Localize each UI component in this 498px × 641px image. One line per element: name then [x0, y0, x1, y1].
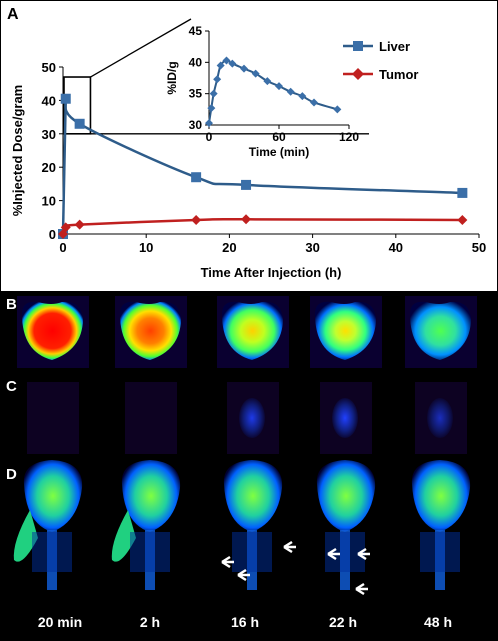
main-x-tick-label-5: 50	[472, 240, 486, 255]
inset-point-7	[240, 64, 248, 73]
zoom-box	[63, 76, 92, 135]
inset-y-tick-label-2: 40	[189, 55, 203, 69]
inset-point-0	[205, 119, 213, 128]
arrow-icon-4	[357, 547, 370, 561]
arrow-icon-2	[283, 540, 296, 554]
arrow-icon-0	[221, 555, 234, 569]
liver-point-1	[60, 93, 71, 104]
tumor-signal-4	[427, 398, 453, 438]
panel-c-letter: C	[6, 378, 17, 395]
main-y-axis-title: %Injected Dose/gram	[10, 85, 25, 217]
arrow-icon-3	[327, 547, 340, 561]
inset-point-10	[275, 82, 283, 91]
main-x-tick-label-2: 20	[222, 240, 236, 255]
inset-y-tick-label-0: 30	[189, 118, 203, 132]
liver-slice-3	[315, 301, 376, 360]
tumor-point-4	[241, 214, 252, 225]
liver-slice-2	[222, 301, 283, 360]
inset-point-13	[310, 98, 318, 107]
imaging-svg	[13, 296, 477, 596]
inset-point-14	[333, 105, 342, 114]
inset-point-9	[263, 77, 272, 86]
tumor-signal-3	[332, 398, 358, 438]
inset-point-2	[209, 89, 218, 98]
timepoint-label-4: 48 h	[423, 614, 452, 630]
inset-x-tick-label-0: 0	[206, 130, 213, 144]
inset-y-tick-label-3: 45	[189, 24, 203, 38]
body-projection-3	[316, 460, 376, 590]
panel-d-letter: D	[6, 466, 17, 483]
timepoint-label-3: 22 h	[328, 614, 357, 630]
panel-a: A 0 10 20 30 40 50 0 10 20 30 40 50 Time After Inject…	[0, 0, 498, 292]
arrow-icon-1	[237, 568, 250, 582]
liver-slice-0	[22, 301, 83, 360]
inset-point-11	[286, 87, 295, 96]
inset-x-axis-title: Time (min)	[249, 145, 309, 159]
inset-point-8	[251, 69, 260, 78]
inset-x-tick-label-2: 120	[339, 130, 359, 144]
timepoint-label-1: 2 h	[139, 614, 161, 630]
liver-point-3	[191, 172, 202, 183]
inset-liver-line	[208, 59, 338, 124]
legend-label-0: Liver	[379, 39, 410, 54]
tumor-point-3	[191, 214, 202, 225]
zoom-connector-top	[90, 18, 192, 78]
liver-series-rise	[61, 98, 67, 235]
inset-point-5	[222, 56, 231, 65]
panel-b-letter: B	[6, 296, 17, 313]
main-y-tick-label-0: 0	[49, 227, 56, 242]
main-x-tick-label-1: 10	[139, 240, 153, 255]
inset-y-tick-label-1: 35	[189, 87, 203, 101]
tumor-series-line	[61, 218, 463, 235]
legend-marker-0	[353, 41, 363, 51]
inset-point-4	[216, 61, 225, 70]
inset-point-12	[298, 92, 307, 101]
imaging-panels: B C D 20 min 2 h 16 h 22 h 48 h	[0, 292, 498, 641]
main-x-tick-label-3: 30	[305, 240, 319, 255]
legend-label-1: Tumor	[379, 67, 418, 82]
body-projection-0	[13, 460, 83, 590]
legend-marker-1	[352, 68, 364, 80]
tumor-signal-2	[239, 398, 265, 438]
timepoint-label-0: 20 min	[37, 614, 83, 630]
timepoint-label-2: 16 h	[230, 614, 259, 630]
inset-point-1	[207, 104, 216, 113]
tumor-bg-0	[27, 382, 79, 454]
biodistribution-chart: A 0 10 20 30 40 50 0 10 20 30 40 50 Time After Inject…	[7, 6, 486, 280]
inset-y-axis-title: %ID/g	[165, 61, 179, 94]
tumor-point-1	[60, 222, 71, 233]
tumor-point-5	[457, 214, 468, 225]
panel-a-letter: A	[7, 6, 19, 23]
liver-point-5	[457, 187, 468, 198]
inset-point-6	[228, 59, 237, 68]
inset-point-3	[213, 75, 222, 84]
body-projection-1	[111, 460, 181, 590]
body-projection-4	[411, 460, 471, 590]
main-y-tick-label-4: 40	[42, 93, 56, 108]
body-projection-2	[223, 460, 283, 590]
main-y-tick-label-5: 50	[42, 60, 56, 75]
main-x-axis-title: Time After Injection (h)	[201, 265, 342, 280]
liver-slice-1	[120, 301, 181, 360]
main-y-tick-label-1: 10	[42, 194, 56, 209]
inset-x-tick-label-1: 60	[272, 130, 286, 144]
liver-point-2	[74, 118, 85, 129]
main-x-tick-label-0: 0	[59, 240, 66, 255]
tumor-point-2	[74, 219, 85, 230]
liver-point-4	[241, 179, 252, 190]
main-y-tick-label-2: 20	[42, 160, 56, 175]
main-y-tick-label-3: 30	[42, 127, 56, 142]
arrow-icon-5	[355, 582, 368, 596]
liver-slice-4	[410, 301, 471, 360]
main-x-tick-label-4: 40	[389, 240, 403, 255]
tumor-bg-1	[125, 382, 177, 454]
